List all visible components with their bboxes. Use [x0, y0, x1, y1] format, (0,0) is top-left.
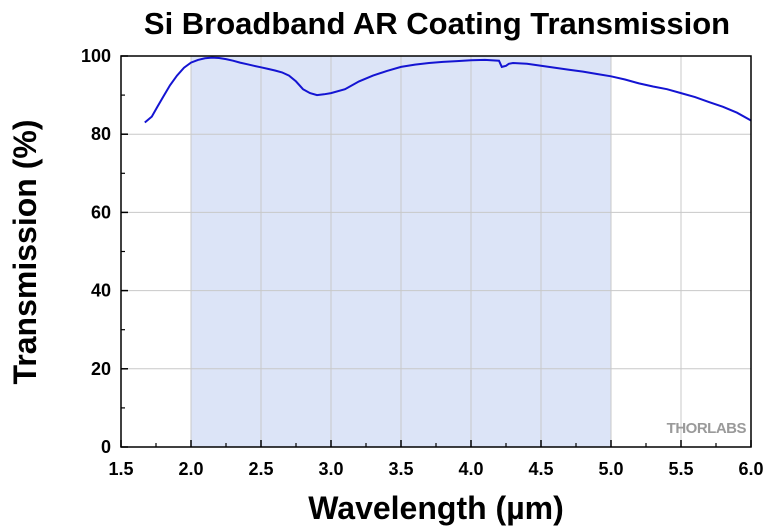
- y-tick-label: 100: [81, 46, 111, 66]
- x-tick-label: 4.5: [528, 459, 553, 479]
- y-tick-label: 60: [91, 202, 111, 222]
- y-tick-label: 80: [91, 124, 111, 144]
- x-tick-label: 5.5: [668, 459, 693, 479]
- y-tick-labels: 0 20 40 60 80 100: [81, 46, 111, 457]
- x-tick-labels: 1.5 2.0 2.5 3.0 3.5 4.0 4.5 5.0 5.5 6.0: [108, 459, 763, 479]
- y-tick-label: 20: [91, 359, 111, 379]
- x-tick-label: 2.0: [178, 459, 203, 479]
- y-tick-label: 0: [101, 437, 111, 457]
- x-tick-label: 1.5: [108, 459, 133, 479]
- x-tick-label: 5.0: [598, 459, 623, 479]
- thorlabs-logo: THORLABS: [667, 420, 747, 437]
- x-tick-label: 3.5: [388, 459, 413, 479]
- axis-ticks: [120, 55, 752, 448]
- x-axis-label: Wavelength (µm): [308, 490, 563, 526]
- x-tick-label: 2.5: [248, 459, 273, 479]
- x-tick-label: 4.0: [458, 459, 483, 479]
- plot-area: [120, 55, 752, 448]
- y-tick-label: 40: [91, 281, 111, 301]
- grid-lines: [121, 56, 751, 447]
- transmission-curve: [144, 56, 752, 124]
- x-tick-label: 6.0: [738, 459, 763, 479]
- y-axis-label: Transmission (%): [7, 120, 43, 385]
- x-tick-label: 3.0: [318, 459, 343, 479]
- chart-title: Si Broadband AR Coating Transmission: [144, 6, 730, 41]
